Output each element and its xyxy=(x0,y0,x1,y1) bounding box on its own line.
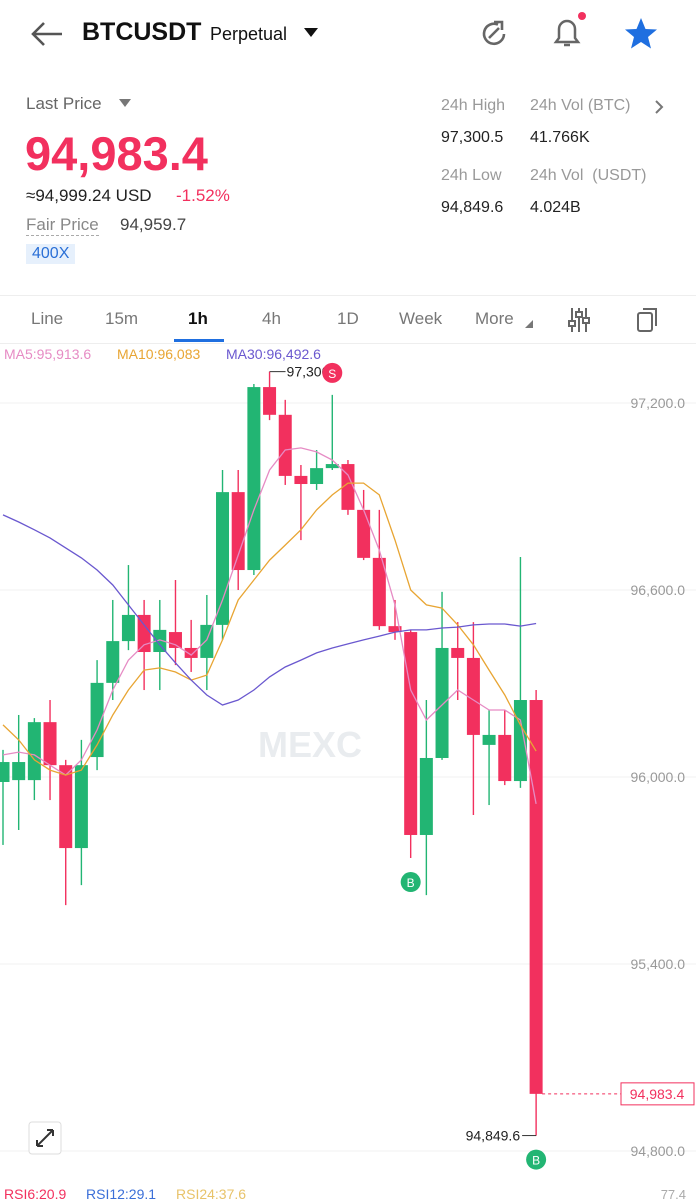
candle-body xyxy=(357,509,371,558)
legend-entry: MA5:95,913.6 xyxy=(4,346,91,362)
y-tick-label: 94,800.0 xyxy=(631,1143,686,1159)
y-tick-label: 97,200.0 xyxy=(631,395,686,411)
ma-line xyxy=(2,447,537,805)
signal-label: B xyxy=(532,1154,540,1168)
fair-price-label[interactable]: Fair Price xyxy=(26,215,99,236)
candle-body xyxy=(153,629,167,653)
signal-marker xyxy=(322,362,343,383)
signal-label: B xyxy=(407,876,415,890)
last-price-label[interactable]: Last Price xyxy=(26,94,102,113)
tab-active[interactable]: 1h xyxy=(188,309,208,328)
dropdown-icon[interactable] xyxy=(302,26,320,40)
contract-type[interactable]: Perpetual xyxy=(210,24,288,44)
candle-body xyxy=(513,700,527,782)
legend-entry: MA10:96,083 xyxy=(117,346,200,362)
candle-body xyxy=(388,626,402,633)
indicator-settings[interactable] xyxy=(566,306,592,334)
candle-body xyxy=(43,722,57,766)
stat-label: 24h Vol (BTC) xyxy=(530,97,631,114)
interval-tabs: Line 15m 1h 4h 1D Week More xyxy=(0,295,696,344)
rsi-scale: 77.4 xyxy=(661,1187,686,1200)
price-tag: 94,983.4 xyxy=(630,1086,685,1102)
candle-body xyxy=(0,762,10,782)
stat-label: 24h High xyxy=(441,97,506,114)
price-tag-box xyxy=(620,1082,695,1106)
last-price: 94,983.4 xyxy=(25,127,208,180)
tab[interactable]: 15m xyxy=(105,309,139,328)
candle-body xyxy=(325,464,339,469)
stat-value: 94,849.6 xyxy=(441,199,504,216)
favorite-icon[interactable] xyxy=(622,16,660,52)
fair-price: 94,959.7 xyxy=(120,215,187,234)
usd-value: ≈94,999.24 USD xyxy=(26,186,152,205)
y-tick-label: 95,400.0 xyxy=(631,956,686,972)
dropdown-icon xyxy=(119,99,131,107)
ma-line xyxy=(2,514,537,706)
candle-body xyxy=(59,765,73,849)
candle-body xyxy=(310,468,324,485)
candle-body xyxy=(263,387,277,415)
y-tick-label: 96,600.0 xyxy=(631,582,686,598)
stat-value: 4.024B xyxy=(530,199,581,216)
ma-line xyxy=(2,482,537,776)
candle-body xyxy=(294,475,308,485)
candle-body xyxy=(498,734,512,782)
tab[interactable]: 1D xyxy=(337,309,359,328)
candle-body xyxy=(74,765,88,849)
legend-entry: MA30:96,492.6 xyxy=(226,346,321,362)
candle-body xyxy=(278,414,292,476)
candle-body xyxy=(372,557,386,627)
more-icon xyxy=(525,320,533,328)
stat-value: 97,300.5 xyxy=(441,129,504,146)
candle-body xyxy=(404,632,418,835)
candle-body xyxy=(466,657,480,735)
candle-body xyxy=(247,387,261,571)
candle-body xyxy=(231,492,245,571)
watermark: MEXC xyxy=(258,724,362,765)
candle-body xyxy=(137,614,151,653)
tab[interactable]: Week xyxy=(399,309,443,328)
back-button[interactable] xyxy=(28,18,66,50)
alert-icon[interactable] xyxy=(548,10,588,50)
signal-marker xyxy=(526,1149,547,1170)
tab[interactable]: Line xyxy=(31,309,64,328)
refresh-icon[interactable] xyxy=(476,16,512,52)
stat-label: 24h Low xyxy=(441,167,502,184)
tab[interactable]: More xyxy=(475,309,514,328)
candle-body xyxy=(216,492,230,625)
chevron-right[interactable] xyxy=(652,98,666,116)
signal-marker xyxy=(400,872,421,893)
rsi-label: RSI24:37.6 xyxy=(176,1186,246,1200)
candle-body xyxy=(184,647,198,658)
candle-body xyxy=(27,722,41,781)
candle-body xyxy=(168,632,182,648)
tab[interactable]: 4h xyxy=(262,309,281,328)
candle-body xyxy=(482,734,496,745)
copy-icon[interactable] xyxy=(634,306,662,334)
candle-body xyxy=(341,464,355,510)
candle-body xyxy=(121,614,135,642)
candlestick-chart: MEXC 97,200.0 96,600.0 96,000.0 95,400.0 94,8… xyxy=(0,346,696,1200)
y-tick-label: 96,000.0 xyxy=(631,769,686,785)
candle-body xyxy=(419,757,433,835)
low-label: 94,849.6 xyxy=(466,1128,521,1144)
candle-body xyxy=(435,647,449,758)
fullscreen-button[interactable] xyxy=(28,1121,62,1155)
candle-body xyxy=(529,700,543,1094)
leverage[interactable]: 400X xyxy=(26,244,76,264)
signal-label: S xyxy=(328,367,336,381)
candle-body xyxy=(106,641,120,683)
symbol[interactable]: BTCUSDT xyxy=(82,18,202,46)
candle-body xyxy=(12,762,26,781)
rsi-label: RSI12:29.1 xyxy=(86,1186,156,1200)
price-change: -1.52% xyxy=(176,186,230,205)
stat-value: 41.766K xyxy=(530,129,590,146)
rsi-label: RSI6:20.9 xyxy=(4,1186,66,1200)
stat-label: 24h Vol (USDT) xyxy=(530,167,647,184)
tab-indicator xyxy=(174,339,224,342)
candle-body xyxy=(451,647,465,658)
